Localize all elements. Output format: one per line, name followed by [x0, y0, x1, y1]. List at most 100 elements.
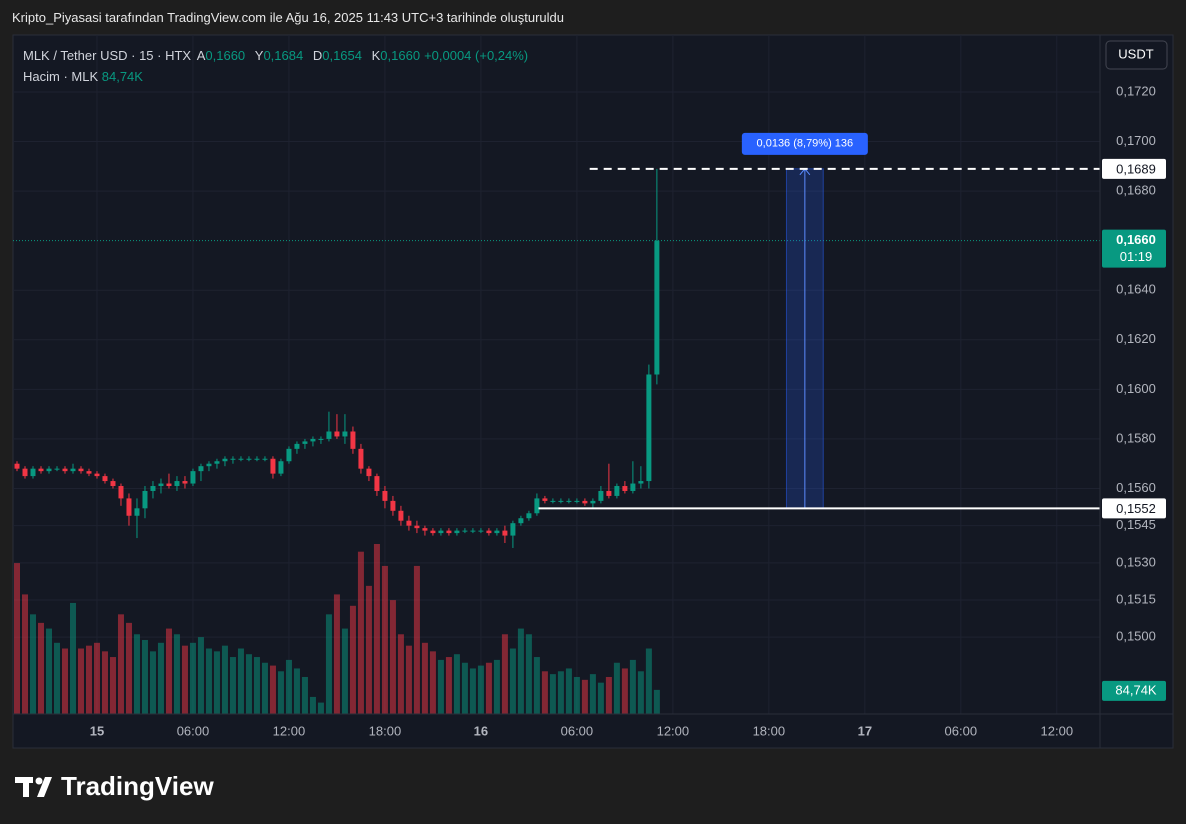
logo-text: TradingView — [61, 771, 214, 801]
y-tick-label: 0,1515 — [1116, 591, 1156, 606]
volume-bar — [189, 642, 196, 714]
volume-bar — [605, 676, 612, 714]
volume-bar — [245, 654, 252, 714]
logo-icon — [35, 777, 43, 785]
candle-body — [630, 483, 636, 491]
x-tick-label: 18:00 — [369, 723, 402, 738]
candle-body — [150, 486, 156, 491]
candle-body — [198, 466, 204, 472]
volume-bar — [357, 551, 364, 714]
candle-body — [126, 498, 132, 516]
candle-body — [550, 500, 556, 502]
y-tick-label: 0,1640 — [1116, 282, 1156, 297]
candle-body — [494, 530, 500, 534]
volume-bar — [461, 662, 468, 714]
candle-body — [622, 486, 628, 491]
volume-bar — [517, 628, 524, 714]
candle-body — [110, 481, 116, 487]
candle-body — [94, 473, 100, 477]
candle-body — [54, 468, 60, 470]
candle-body — [478, 530, 484, 532]
y-tick-label: 0,1720 — [1116, 83, 1156, 98]
candle-body — [46, 468, 52, 472]
volume-bar — [253, 657, 260, 714]
candle-body — [614, 486, 620, 496]
volume-bar — [445, 657, 452, 714]
candle-body — [262, 458, 268, 460]
volume-bar — [509, 648, 516, 714]
logo-icon — [37, 777, 52, 797]
volume-bar — [365, 585, 372, 714]
last-price-label: 0,1660 — [1116, 232, 1156, 247]
candle-body — [566, 500, 572, 502]
countdown-label: 01:19 — [1120, 249, 1153, 264]
volume-bar — [525, 634, 532, 714]
candle-body — [302, 441, 308, 444]
volume-bar — [101, 651, 108, 714]
volume-label: 84,74K — [1115, 682, 1157, 697]
candle-body — [382, 490, 388, 501]
volume-bar — [557, 671, 564, 714]
y-tick-label: 0,1580 — [1116, 430, 1156, 445]
candle-body — [294, 443, 300, 449]
candle-body — [246, 458, 252, 460]
currency-button[interactable] — [1105, 40, 1168, 70]
volume-bar — [53, 642, 60, 714]
y-tick-label: 0,1500 — [1116, 629, 1156, 644]
volume-bar — [69, 602, 76, 714]
candle-body — [574, 500, 580, 502]
last-price-box — [1102, 229, 1166, 268]
ohlc-value: 0,1660 — [380, 48, 421, 63]
measure-label: 0,0136 (8,79%) 136 — [757, 138, 854, 150]
candle-body — [182, 481, 188, 484]
volume-bar — [133, 634, 140, 714]
volume-bar — [181, 645, 188, 714]
volume-bar — [501, 634, 508, 714]
volume-bar — [437, 659, 444, 714]
candle-body — [606, 490, 612, 496]
price-line-label: 0,1552 — [1116, 501, 1156, 516]
candle-body — [62, 468, 68, 472]
volume-bar — [109, 657, 116, 714]
candle-body — [366, 468, 372, 477]
y-tick-label: 0,1560 — [1116, 480, 1156, 495]
volume-bar — [13, 563, 20, 714]
x-tick-label: 12:00 — [1041, 723, 1074, 738]
candle-body — [270, 458, 276, 474]
candle-body — [214, 461, 220, 464]
price-line-box — [1102, 498, 1166, 519]
volume-bar — [173, 634, 180, 714]
candle-body — [22, 468, 28, 477]
candle-body — [326, 431, 332, 439]
volume-bar — [405, 645, 412, 714]
volume-label-box — [1102, 680, 1166, 701]
x-tick-label: 15 — [90, 723, 104, 738]
candle-body — [510, 523, 516, 536]
volume-bar — [301, 676, 308, 714]
volume-title: Hacim · MLK — [23, 69, 99, 84]
candle-body — [318, 438, 324, 440]
candle-body — [134, 508, 140, 516]
logo: TradingView — [15, 771, 214, 801]
candle-body — [38, 468, 44, 472]
y-tick-label: 0,1600 — [1116, 381, 1156, 396]
candle-body — [86, 471, 92, 474]
candle-body — [102, 476, 108, 482]
axes: 0,1720 0,1700 0,1680 0,1640 0,1620 0,1600 0,15… — [13, 35, 1173, 748]
volume-bar — [333, 594, 340, 714]
candle-body — [206, 463, 212, 467]
x-tick-label: 16 — [474, 723, 488, 738]
price-line-label: 0,1689 — [1116, 161, 1156, 176]
candles — [14, 168, 660, 548]
y-tick-label: 0,1530 — [1116, 554, 1156, 569]
ohlc-value: 0,1654 — [322, 48, 362, 63]
volume-bar — [493, 659, 500, 714]
candle-body — [158, 483, 164, 487]
volume-bar — [485, 662, 492, 714]
volume-pane — [13, 544, 660, 714]
volume-bar — [93, 642, 100, 714]
volume-bar — [597, 682, 604, 714]
volume-bar — [653, 689, 660, 714]
volume-bar — [261, 662, 268, 714]
